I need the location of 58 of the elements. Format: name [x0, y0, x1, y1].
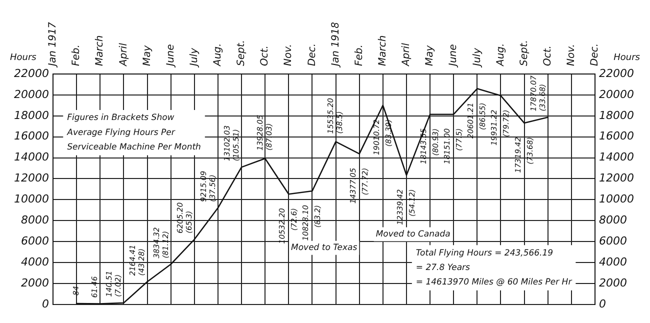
x-tick-label: Feb. — [71, 44, 82, 66]
y-tick-label: 0 — [42, 297, 49, 310]
y2-tick-label: 14000 — [599, 150, 634, 164]
y-tick-label: 10000 — [14, 192, 49, 206]
x-tick-label: April — [401, 42, 412, 67]
x-tick-label: May — [142, 44, 153, 66]
x-tick-label: Aug. — [212, 43, 224, 67]
annotation: Average Flying Hours Per — [66, 128, 176, 138]
x-tick-label: Feb. — [354, 44, 365, 66]
y-tick-label: 16000 — [14, 130, 49, 143]
y2-tick-label: 12000 — [599, 172, 634, 185]
x-tick-label: June — [448, 44, 460, 68]
x-tick-label: June — [165, 44, 176, 68]
y2-tick-label: 8000 — [599, 213, 628, 226]
x-tick-label: Dec. — [590, 43, 601, 66]
y2-tick-label: 18000 — [599, 108, 634, 122]
y-tick-label: 8000 — [20, 213, 49, 226]
annotation: Serviceable Machine Per Month — [67, 142, 201, 153]
x-tick-label: March — [94, 35, 106, 66]
x-tick-label: Oct. — [260, 46, 271, 66]
x-tick-label: May — [424, 44, 436, 66]
annotation: Moved to Canada — [376, 229, 450, 240]
y2-tick-label: 6000 — [599, 234, 628, 248]
y2-tick-label: 16000 — [599, 130, 634, 143]
annotation: = 27.8 Years — [416, 262, 471, 273]
y-tick-label: 20000 — [14, 88, 49, 101]
y-tick-label: 6000 — [20, 234, 49, 248]
y2-tick-label: 10000 — [599, 192, 634, 206]
x-tick-label: Dec. — [306, 43, 318, 66]
x-tick-label: Nov. — [283, 44, 294, 66]
x-tick-label: Sept. — [236, 40, 248, 66]
x-tick-label: Jan 1917 — [48, 21, 59, 68]
annotation: = 14613970 Miles @ 60 Miles Per Hr — [416, 278, 572, 288]
y-tick-label: 18000 — [14, 108, 49, 122]
annotation: Total Flying Hours = 243,566.19 — [416, 248, 554, 258]
y-tick-label: 2000 — [20, 276, 49, 290]
y2-tick-label: 22000 — [599, 66, 634, 80]
x-tick-label: Jan 1918 — [330, 22, 342, 68]
y2-tick-label: 4000 — [599, 255, 628, 268]
annotation: Moved to Texas — [291, 243, 358, 254]
y-tick-label: 12000 — [14, 172, 49, 185]
x-tick-label: April — [118, 42, 130, 67]
y2-tick-label: 0 — [599, 297, 606, 310]
y2-axis-title: Hours — [614, 52, 640, 63]
x-tick-label: Aug. — [495, 43, 506, 67]
y-tick-label: 22000 — [14, 66, 49, 80]
y-tick-label: 4000 — [20, 255, 49, 268]
x-tick-label: Oct. — [542, 46, 554, 66]
x-tick-label: July — [472, 46, 483, 68]
y-tick-label: 14000 — [14, 150, 49, 164]
y2-tick-label: 2000 — [599, 276, 628, 290]
y-axis-title: Hours — [10, 52, 37, 63]
x-tick-label: July — [188, 46, 200, 68]
x-tick-label: Sept. — [518, 40, 530, 66]
y2-tick-label: 20000 — [599, 88, 634, 101]
x-tick-label: Nov. — [566, 44, 578, 66]
x-tick-label: March — [378, 35, 389, 66]
annotation: Figures in Brackets Show — [67, 113, 174, 124]
